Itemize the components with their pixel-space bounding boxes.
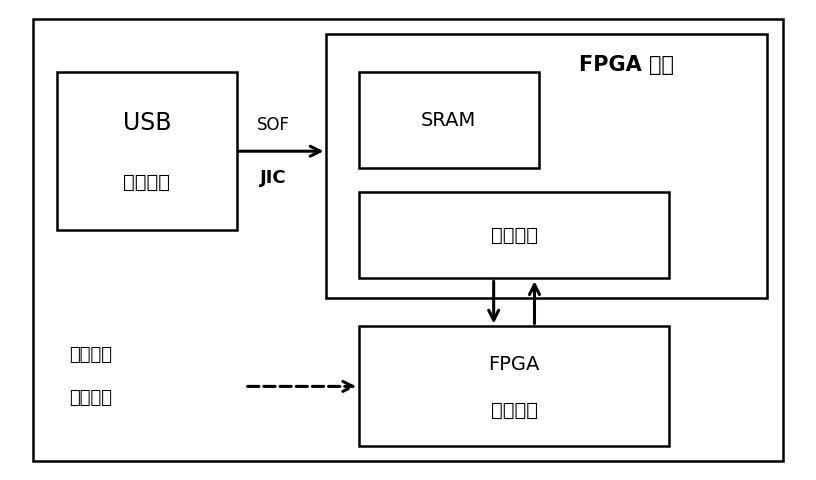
Text: 编程接口: 编程接口 [69,389,113,408]
Bar [359,192,669,278]
Text: 配置芯片: 配置芯片 [69,346,113,364]
Bar [359,326,669,446]
Text: USB: USB [122,111,171,135]
Text: JIC: JIC [260,168,286,187]
Text: SOF: SOF [257,116,290,134]
Bar [57,72,237,230]
Text: 通信模块: 通信模块 [123,173,171,192]
Text: FPGA: FPGA [489,355,539,374]
Bar [359,72,539,168]
Text: 控制电路: 控制电路 [490,226,538,245]
Bar [326,34,767,298]
Text: SRAM: SRAM [421,110,477,130]
Text: 配置芯片: 配置芯片 [490,401,538,420]
Text: FPGA 芯片: FPGA 芯片 [579,55,673,75]
